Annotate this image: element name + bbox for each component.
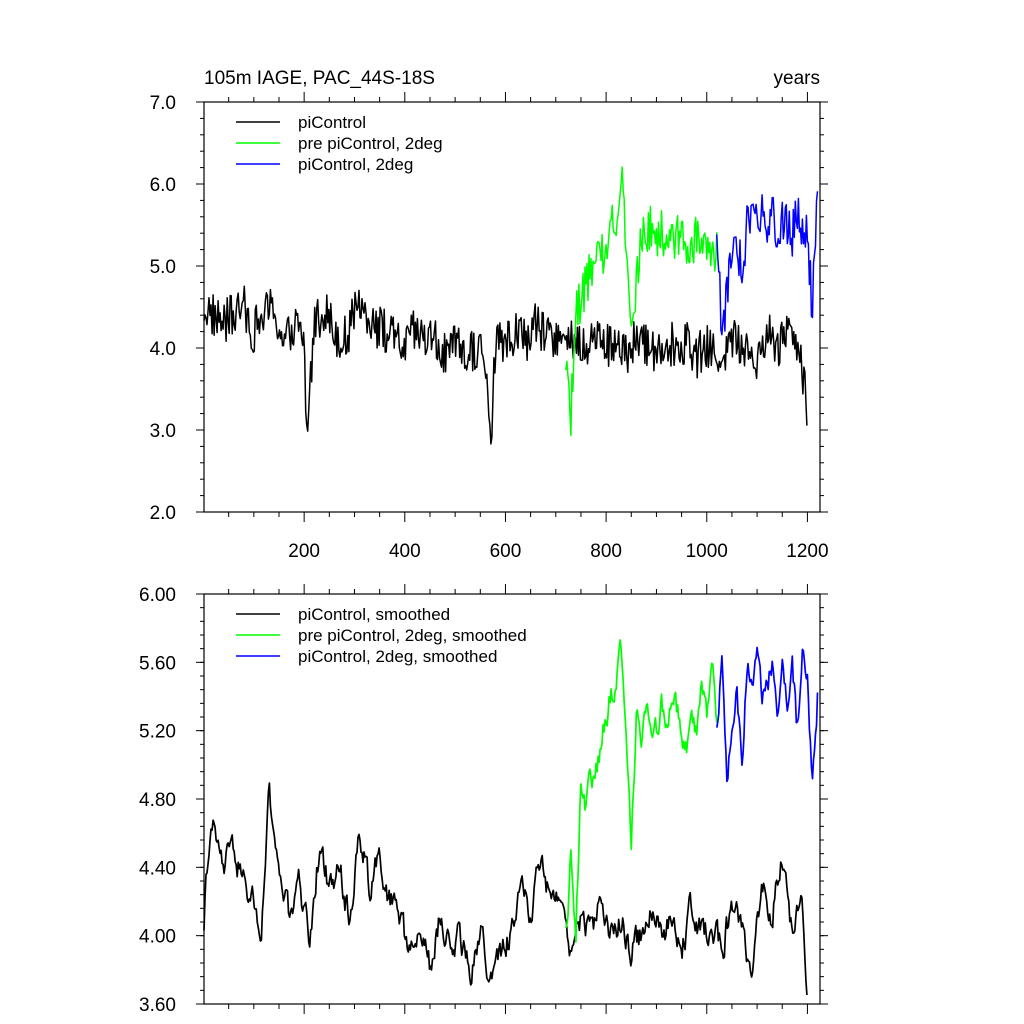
x-tick-label: 600 bbox=[490, 541, 522, 562]
legend-label: pre piControl, 2deg bbox=[298, 134, 443, 153]
y-tick-label: 3.0 bbox=[150, 421, 176, 442]
top-ticks-group: 200 400 600 800 1000 1200 2.0 3.0 4.0 5.0 6.0 7.0 bbox=[150, 92, 829, 562]
x-tick-label: 800 bbox=[590, 541, 622, 562]
series-line-picontrol bbox=[203, 285, 808, 445]
y-tick-label: 6.0 bbox=[150, 175, 176, 196]
y-tick-label: 3.60 bbox=[139, 995, 176, 1016]
series-line-picontrol-smoothed bbox=[203, 782, 808, 996]
top-series-group bbox=[203, 166, 819, 445]
y-tick-label: 6.00 bbox=[139, 585, 176, 606]
y-tick-label: 4.40 bbox=[139, 858, 176, 879]
bottom-legend: piControl, smoothed pre piControl, 2deg, … bbox=[236, 605, 527, 666]
y-tick-label: 7.0 bbox=[150, 93, 176, 114]
top-legend: piControl pre piControl, 2deg piControl, 2… bbox=[236, 113, 443, 174]
x-tick-label: 1000 bbox=[686, 541, 728, 562]
legend-label: piControl bbox=[298, 113, 366, 132]
top-plot-frame bbox=[203, 101, 821, 513]
series-line-pre-picontrol-2deg bbox=[565, 166, 718, 437]
y-tick-label: 4.0 bbox=[150, 339, 176, 360]
top-panel: 105m IAGE, PAC_44S-18S years 200 400 600 80… bbox=[150, 68, 829, 562]
x-tick-label: 200 bbox=[288, 541, 320, 562]
y-tick-label: 5.0 bbox=[150, 257, 176, 278]
bottom-series-group bbox=[203, 639, 819, 996]
legend-label: piControl, 2deg, smoothed bbox=[298, 647, 497, 666]
legend-label: piControl, 2deg bbox=[298, 155, 413, 174]
series-line-picontrol-2deg-smoothed bbox=[715, 646, 819, 783]
y-tick-label: 4.00 bbox=[139, 927, 176, 948]
y-tick-label: 5.20 bbox=[139, 722, 176, 743]
top-title-left: 105m IAGE, PAC_44S-18S bbox=[204, 68, 435, 89]
x-tick-label: 1200 bbox=[786, 541, 828, 562]
bottom-ticks-group: 3.60 4.00 4.40 4.80 5.20 5.60 6.00 bbox=[139, 584, 828, 1016]
series-line-pre-picontrol-2deg-smoothed bbox=[564, 639, 718, 943]
legend-label: piControl, smoothed bbox=[298, 605, 450, 624]
y-tick-label: 5.60 bbox=[139, 653, 176, 674]
top-title-right: years bbox=[774, 68, 820, 89]
x-tick-label: 400 bbox=[389, 541, 421, 562]
y-tick-label: 2.0 bbox=[150, 503, 176, 524]
series-line-picontrol-2deg bbox=[716, 191, 819, 336]
legend-label: pre piControl, 2deg, smoothed bbox=[298, 626, 527, 645]
bottom-plot-frame bbox=[203, 593, 821, 1005]
bottom-panel: 3.60 4.00 4.40 4.80 5.20 5.60 6.00 piControl, … bbox=[139, 584, 828, 1016]
y-tick-label: 4.80 bbox=[139, 790, 176, 811]
